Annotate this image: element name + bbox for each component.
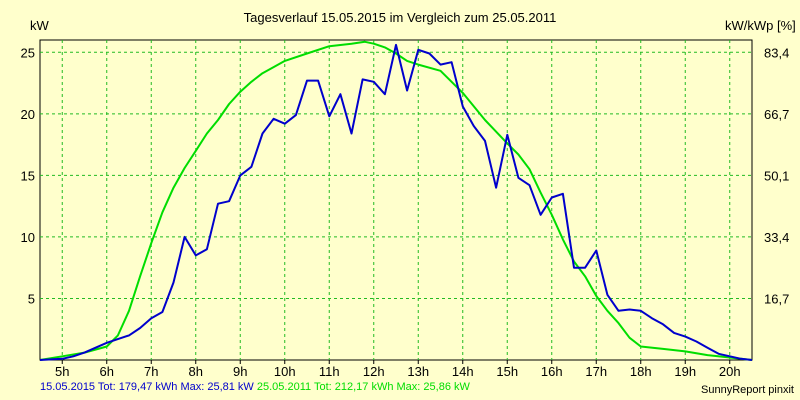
x-tick-label: 11h [319,364,340,379]
x-tick-label: 15h [496,364,518,379]
plot-area [39,39,753,361]
y-tick-label: 5 [28,291,35,306]
series-group [39,40,753,361]
x-tick-label: 16h [541,364,563,379]
x-tick-label: 6h [100,364,114,379]
y-tick-label: 15 [21,168,35,183]
y2-tick-label: 83,4 [764,45,789,60]
series1-summary: 15.05.2015 Tot: 179,47 kWh Max: 25,81 kW [40,381,254,393]
x-tick-label: 9h [233,364,247,379]
y2-tick-label: 33,4 [764,230,789,245]
x-tick-label: 10h [274,364,296,379]
x-tick-label: 19h [674,364,696,379]
series2-summary: 25.05.2011 Tot: 212,17 kWh Max: 25,86 kW [256,381,470,393]
y2-axis-label: kW/kWp [%] [725,18,796,33]
y-axis-label: kW [30,18,50,33]
x-tick-label: 20h [719,364,741,379]
x-tick-labels: 5h 6h 7h 8h 9h 10h 11h 12h 13h 14h 15h 16h 17h 18h 19h… [55,360,741,379]
y-tick-label: 25 [21,45,35,60]
chart-title: Tagesverlauf 15.05.2015 im Vergleich zum… [244,10,557,25]
y2-tick-labels: 16,7 33,4 50,1 66,7 83,4 [764,45,789,306]
x-tick-label: 5h [55,364,69,379]
x-tick-label: 18h [630,364,652,379]
y-tick-label: 20 [21,107,35,122]
x-tick-label: 7h [144,364,158,379]
series-line-15-05-2015 [39,43,753,361]
x-tick-label: 8h [189,364,203,379]
y-tick-label: 10 [21,230,35,245]
y2-tick-label: 66,7 [764,107,789,122]
y-tick-labels: 5 10 15 20 25 [21,45,35,306]
y2-tick-label: 16,7 [764,291,789,306]
credit-text: SunnyReport pinxit [701,384,794,396]
series-line-25-05-2011 [39,40,753,361]
x-tick-label: 17h [585,364,607,379]
grid-lines [40,40,752,360]
footer-summary: 15.05.2015 Tot: 179,47 kWh Max: 25,81 kW… [40,381,470,393]
y2-tick-label: 50,1 [764,168,789,183]
x-tick-label: 12h [363,364,385,379]
x-tick-label: 13h [407,364,429,379]
x-tick-label: 14h [452,364,474,379]
